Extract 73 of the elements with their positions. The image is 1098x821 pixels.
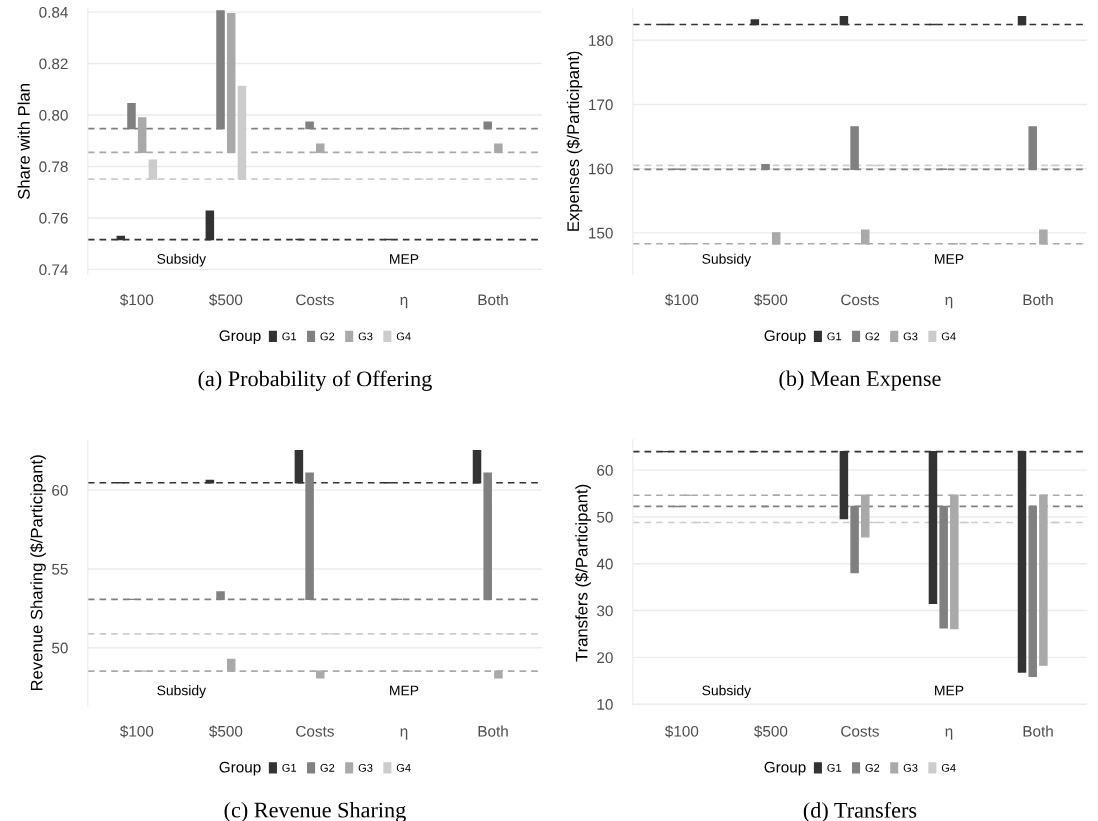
legend-label: G1 (282, 332, 297, 341)
x-tick-label: $500 (209, 293, 243, 307)
y-tick-label: 150 (589, 227, 613, 239)
y-tick-label: 0.82 (39, 58, 68, 70)
y-tick-label: 40 (596, 558, 613, 570)
x-tick-label: $100 (665, 725, 699, 738)
y-tick-label: 0.78 (39, 161, 68, 173)
annotation: Subsidy (702, 685, 752, 699)
x-tick-label: $500 (754, 725, 788, 738)
y-tick-label: 0.76 (39, 212, 68, 224)
x-tick-label: Both (1023, 294, 1053, 306)
legend-title: Group (764, 330, 806, 345)
x-tick-label: Both (1023, 725, 1053, 737)
text: (a) Probability of Offering (198, 370, 432, 391)
x-tick-label: Both (478, 725, 508, 737)
x-tick-label: $100 (665, 293, 699, 307)
x-tick-label: $500 (754, 293, 788, 307)
y-tick-label: 170 (589, 99, 613, 111)
x-tick-label: Costs (841, 725, 879, 737)
y-tick-label: 0.84 (39, 6, 68, 18)
x-tick-label: Both (478, 294, 508, 306)
y-tick-label: 20 (597, 652, 613, 664)
y-tick-label: 30 (596, 605, 613, 617)
annotation: Subsidy (157, 253, 207, 267)
y-tick-label: 50 (52, 642, 68, 654)
y-tick-label: 180 (589, 35, 613, 46)
x-tick-label: $500 (209, 725, 243, 738)
legend-label: G1 (827, 332, 842, 341)
annotation: MEP (935, 685, 964, 696)
legend-title: Group (764, 761, 806, 776)
legend-label: G4 (396, 763, 411, 772)
legend-label: G3 (358, 763, 373, 772)
legend-label: G4 (941, 763, 956, 772)
y-tick-label: 60 (52, 485, 68, 496)
y-axis-title: Transfers ($/Participant) (575, 484, 591, 662)
y-tick-label: 55 (52, 563, 68, 575)
y-axis-title: Revenue Sharing ($/Participant) (30, 455, 46, 691)
annotation: MEP (390, 685, 419, 696)
y-tick-label: 10 (597, 699, 613, 710)
legend-title: Group (219, 761, 261, 776)
y-tick-label: 0.74 (39, 264, 68, 276)
y-tick-label: 50 (597, 511, 613, 523)
x-tick-label: Costs (296, 294, 334, 306)
x-tick-label: η (945, 728, 953, 740)
text: (b) Mean Expense (779, 370, 941, 391)
legend-label: G4 (396, 332, 411, 341)
x-tick-label: Costs (296, 725, 334, 737)
legend-label: G3 (903, 763, 918, 772)
annotation: MEP (390, 254, 419, 264)
legend-label: G1 (827, 763, 842, 772)
legend-label: G3 (903, 332, 918, 341)
y-tick-label: 60 (597, 465, 613, 476)
annotation: MEP (935, 254, 964, 264)
legend-label: G4 (941, 332, 956, 341)
y-tick-label: 0.80 (39, 109, 68, 121)
legend-label: G2 (865, 332, 880, 341)
legend-label: G2 (320, 332, 335, 341)
x-tick-label: $100 (119, 725, 154, 738)
y-axis-title: Share with Plan (17, 84, 30, 199)
y-axis-title: Expenses ($/Participant) (566, 51, 583, 231)
y-tick-label: 160 (589, 163, 613, 175)
legend-label: G2 (320, 763, 335, 772)
legend-label: G3 (358, 332, 373, 341)
legend-title: Group (219, 330, 261, 345)
annotation: Subsidy (157, 685, 207, 699)
x-tick-label: η (400, 296, 408, 309)
annotation: Subsidy (702, 253, 752, 267)
legend-label: G1 (282, 763, 297, 772)
x-tick-label: η (400, 728, 408, 740)
legend-label: G2 (865, 763, 880, 772)
x-tick-label: η (945, 296, 953, 309)
x-tick-label: Costs (841, 294, 879, 306)
x-tick-label: $100 (119, 293, 154, 307)
